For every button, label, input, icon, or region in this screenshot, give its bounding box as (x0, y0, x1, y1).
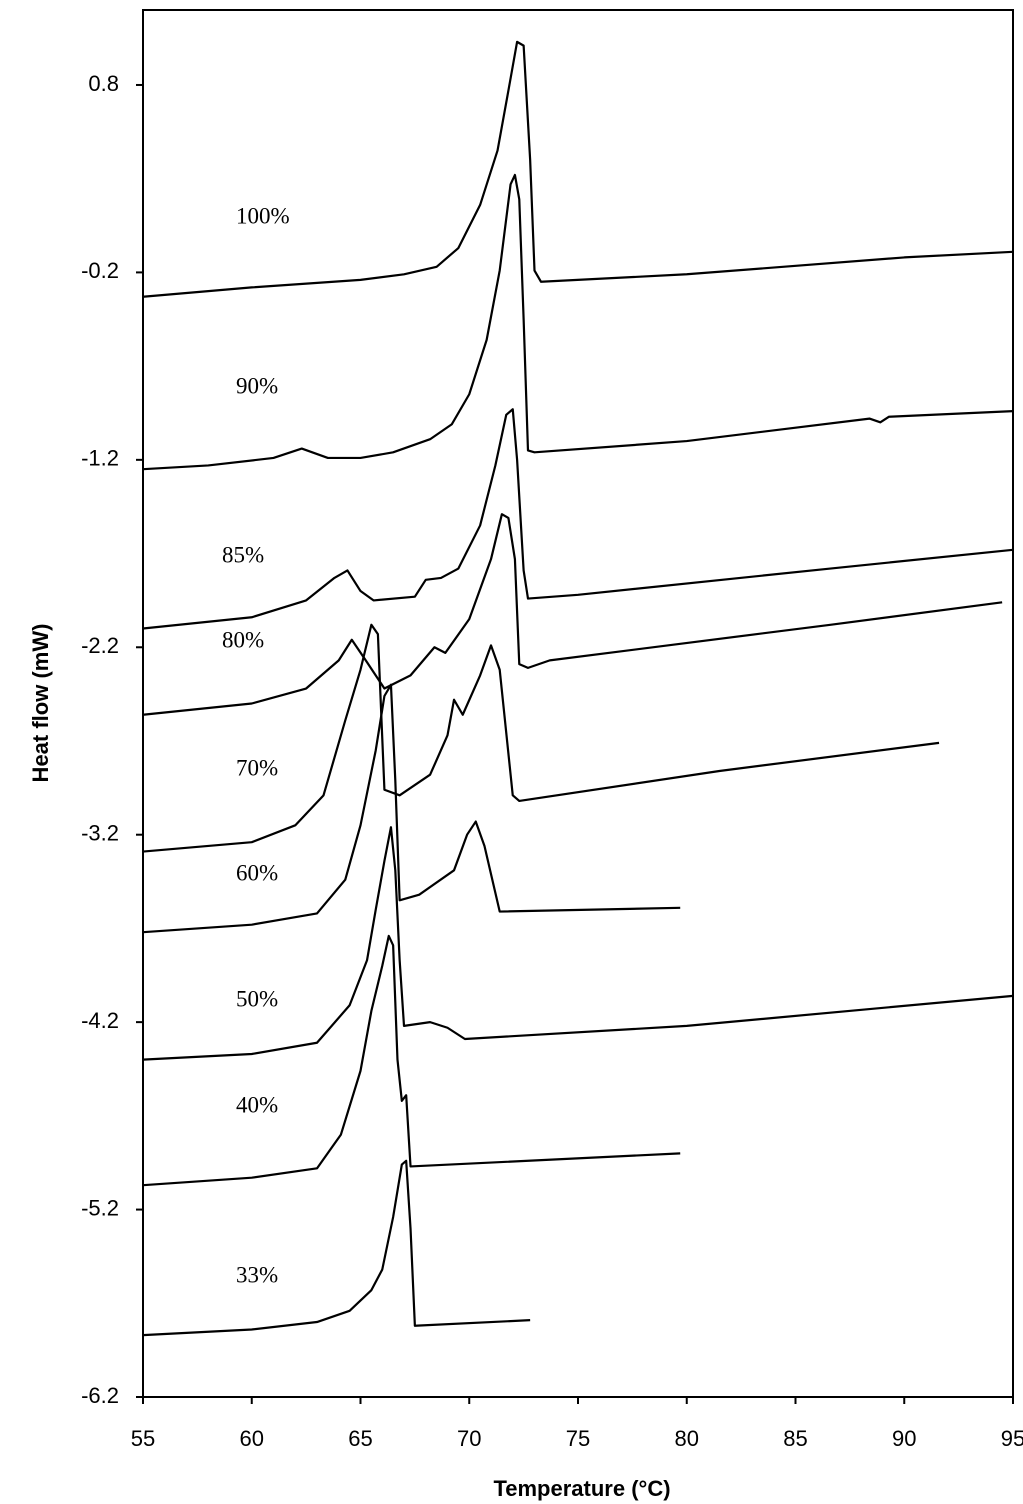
y-tick-label: -6.2 (81, 1383, 119, 1408)
y-tick-label: -4.2 (81, 1008, 119, 1033)
series-line (142, 513, 1003, 716)
y-tick-label: -2.2 (81, 633, 119, 658)
x-tick-label: 95 (1001, 1426, 1023, 1451)
series-line (142, 683, 681, 934)
x-tick-label: 55 (131, 1426, 155, 1451)
series-line (142, 408, 1014, 630)
series-label: 80% (222, 627, 264, 652)
series-line (142, 173, 1014, 471)
series-line (142, 623, 940, 853)
x-tick-label: 85 (783, 1426, 807, 1451)
x-tick-label: 75 (566, 1426, 590, 1451)
x-tick-label: 65 (348, 1426, 372, 1451)
series-label: 90% (236, 373, 278, 398)
series-label: 50% (236, 986, 278, 1011)
x-axis-title: Temperature (°C) (493, 1476, 670, 1501)
series-label: 70% (236, 755, 278, 780)
series-label: 40% (236, 1092, 278, 1117)
y-axis-title: Heat flow (mW) (28, 624, 53, 783)
series-line (142, 1159, 531, 1337)
series-label: 85% (222, 542, 264, 567)
series-line (142, 40, 1014, 298)
x-tick-label: 60 (240, 1426, 264, 1451)
y-tick-label: -3.2 (81, 821, 119, 846)
series-line (142, 934, 681, 1187)
series-label: 33% (236, 1262, 278, 1287)
series-label: 60% (236, 860, 278, 885)
y-tick-label: -0.2 (81, 258, 119, 283)
series-label: 100% (236, 203, 290, 228)
series-line (142, 826, 1014, 1061)
x-tick-label: 70 (457, 1426, 481, 1451)
y-tick-label: 0.8 (88, 71, 119, 96)
y-tick-label: -5.2 (81, 1195, 119, 1220)
x-tick-label: 90 (892, 1426, 916, 1451)
x-tick-label: 80 (675, 1426, 699, 1451)
y-tick-label: -1.2 (81, 446, 119, 471)
